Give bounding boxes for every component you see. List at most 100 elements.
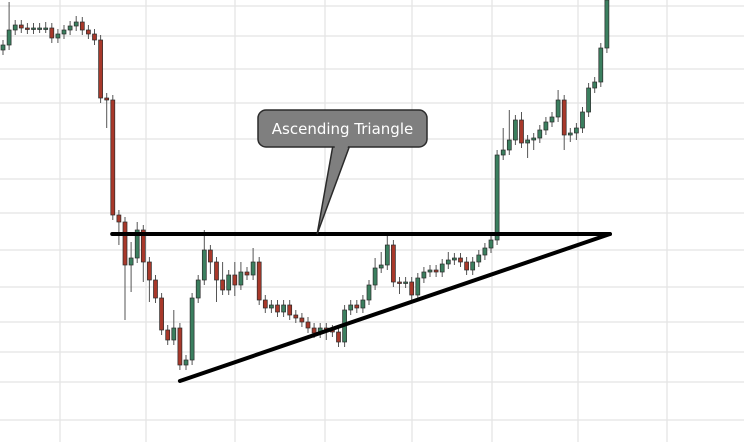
candle-down (92, 29, 97, 45)
candle-down (208, 245, 213, 274)
candle-up (427, 265, 433, 277)
candle-up (506, 110, 512, 155)
candle-body (445, 259, 451, 265)
candle-down (25, 23, 30, 34)
candle-body (275, 304, 280, 313)
candle-down (86, 25, 91, 39)
candle-up (543, 117, 549, 135)
candle-up (366, 280, 372, 305)
candle-body (537, 129, 543, 139)
candle-down (464, 257, 469, 275)
candle-body (293, 314, 299, 319)
candle-up (574, 123, 579, 140)
candle-down (232, 262, 238, 296)
candle-body (305, 321, 311, 329)
candle-body (378, 264, 384, 269)
candle-body (208, 249, 213, 263)
candle-down (519, 112, 524, 148)
candle-up (238, 262, 244, 290)
candle-up (134, 222, 140, 263)
candle-body (6, 29, 12, 46)
candle-body (189, 297, 195, 361)
candle-body (409, 281, 415, 296)
candle-up (537, 125, 543, 143)
candle-body (238, 271, 244, 286)
candle-up (415, 273, 421, 300)
trendlines (110, 232, 612, 383)
candle-body (134, 229, 140, 259)
candle-down (18, 20, 24, 33)
candle-body (214, 261, 219, 281)
candle-up (43, 22, 49, 33)
candle-up (476, 250, 482, 267)
candle-body (561, 99, 567, 136)
candle-up (586, 83, 591, 117)
candle-up (372, 258, 378, 290)
candle-body (55, 33, 61, 39)
candle-down (287, 300, 293, 320)
candle-down (214, 257, 219, 302)
candle-body (586, 87, 591, 113)
candle-body (549, 116, 555, 123)
candle-up (128, 242, 134, 292)
candle-body (360, 299, 366, 309)
candle-up (513, 115, 518, 145)
candle-body (421, 271, 427, 279)
candle-up (592, 77, 598, 93)
candle-body (287, 304, 293, 316)
candle-body (372, 267, 378, 286)
candle-body (128, 257, 134, 266)
candle-up (403, 277, 408, 288)
candle-body (397, 281, 402, 284)
candle-down (153, 275, 158, 303)
candle-down (299, 313, 305, 327)
candle-down (79, 17, 85, 35)
candle-body (415, 277, 421, 296)
candle-body (513, 119, 518, 141)
candle-body (598, 47, 604, 83)
candle-body (147, 261, 152, 281)
candle-up (421, 267, 427, 283)
candle-down (147, 257, 152, 302)
candle-body (226, 274, 232, 291)
candle-up (201, 230, 207, 285)
candle-body (18, 24, 24, 29)
candle-body (336, 331, 341, 343)
candle-body (543, 121, 549, 131)
candle-up (378, 252, 384, 273)
candle-down (397, 277, 402, 294)
candle-body (519, 119, 524, 144)
candle-down (49, 23, 55, 43)
candle-body (391, 244, 396, 283)
candle-up (55, 29, 61, 43)
candle-up (67, 21, 73, 35)
candle-body (122, 221, 128, 266)
candle-body (500, 149, 506, 156)
candle-body (104, 97, 110, 101)
candle-body (79, 21, 85, 31)
candle-body (458, 257, 463, 263)
candle-up (183, 355, 189, 370)
candle-up (6, 2, 12, 50)
candle-body (0, 44, 6, 51)
candle-body (256, 261, 262, 301)
candle-body (592, 81, 598, 89)
candle-body (488, 239, 494, 249)
candle-up (549, 112, 555, 127)
candle-up (195, 275, 201, 303)
candle-body (531, 137, 537, 141)
candle-up (281, 300, 286, 317)
support-line (177, 232, 612, 383)
candle-body (470, 261, 476, 271)
candle-body (37, 27, 42, 30)
candle-body (464, 261, 469, 271)
candle-body (250, 261, 256, 276)
callout: Ascending Triangle (257, 109, 428, 235)
candle-body (299, 317, 305, 323)
candle-body (67, 25, 73, 31)
candle-body (354, 304, 360, 309)
candle-up (580, 107, 585, 133)
callout-pointer-join (334, 144, 349, 150)
candle-body (433, 269, 439, 273)
candle-up (452, 253, 457, 265)
